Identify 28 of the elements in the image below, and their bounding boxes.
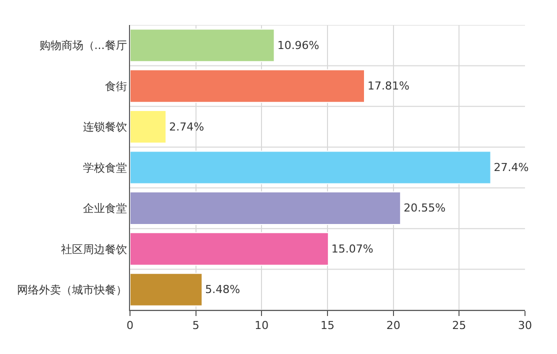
y-tick-label: 连锁餐饮 xyxy=(82,120,127,134)
x-tick-label: 30 xyxy=(518,319,532,332)
y-tick-label: 食街 xyxy=(104,80,127,93)
bar xyxy=(130,28,275,62)
bar xyxy=(130,272,203,306)
bar xyxy=(130,110,167,144)
y-tick-label: 购物商场（...餐厅 xyxy=(39,39,127,52)
x-tick-label: 20 xyxy=(386,319,400,332)
bar xyxy=(130,232,329,266)
x-tick-label: 0 xyxy=(126,319,134,332)
y-tick-label: 社区周边餐饮 xyxy=(60,242,127,256)
y-tick-label: 企业食堂 xyxy=(82,202,127,216)
data-label: 15.07% xyxy=(331,242,374,256)
data-label: 20.55% xyxy=(404,202,446,215)
data-label: 2.74% xyxy=(169,120,204,134)
x-tick-label: 5 xyxy=(192,319,200,332)
data-label: 5.48% xyxy=(205,283,240,296)
data-label: 27.4% xyxy=(494,161,529,174)
x-tick-label: 25 xyxy=(452,319,466,332)
bar xyxy=(130,69,365,103)
bar xyxy=(130,150,492,184)
bar xyxy=(130,191,402,225)
data-label: 17.81% xyxy=(368,80,410,93)
data-label: 10.96% xyxy=(277,38,320,52)
y-tick-label: 学校食堂 xyxy=(82,161,127,174)
x-tick-label: 15 xyxy=(320,319,334,332)
y-tick-label: 网络外卖（城市快餐） xyxy=(16,283,127,296)
x-tick-label: 10 xyxy=(254,319,269,332)
